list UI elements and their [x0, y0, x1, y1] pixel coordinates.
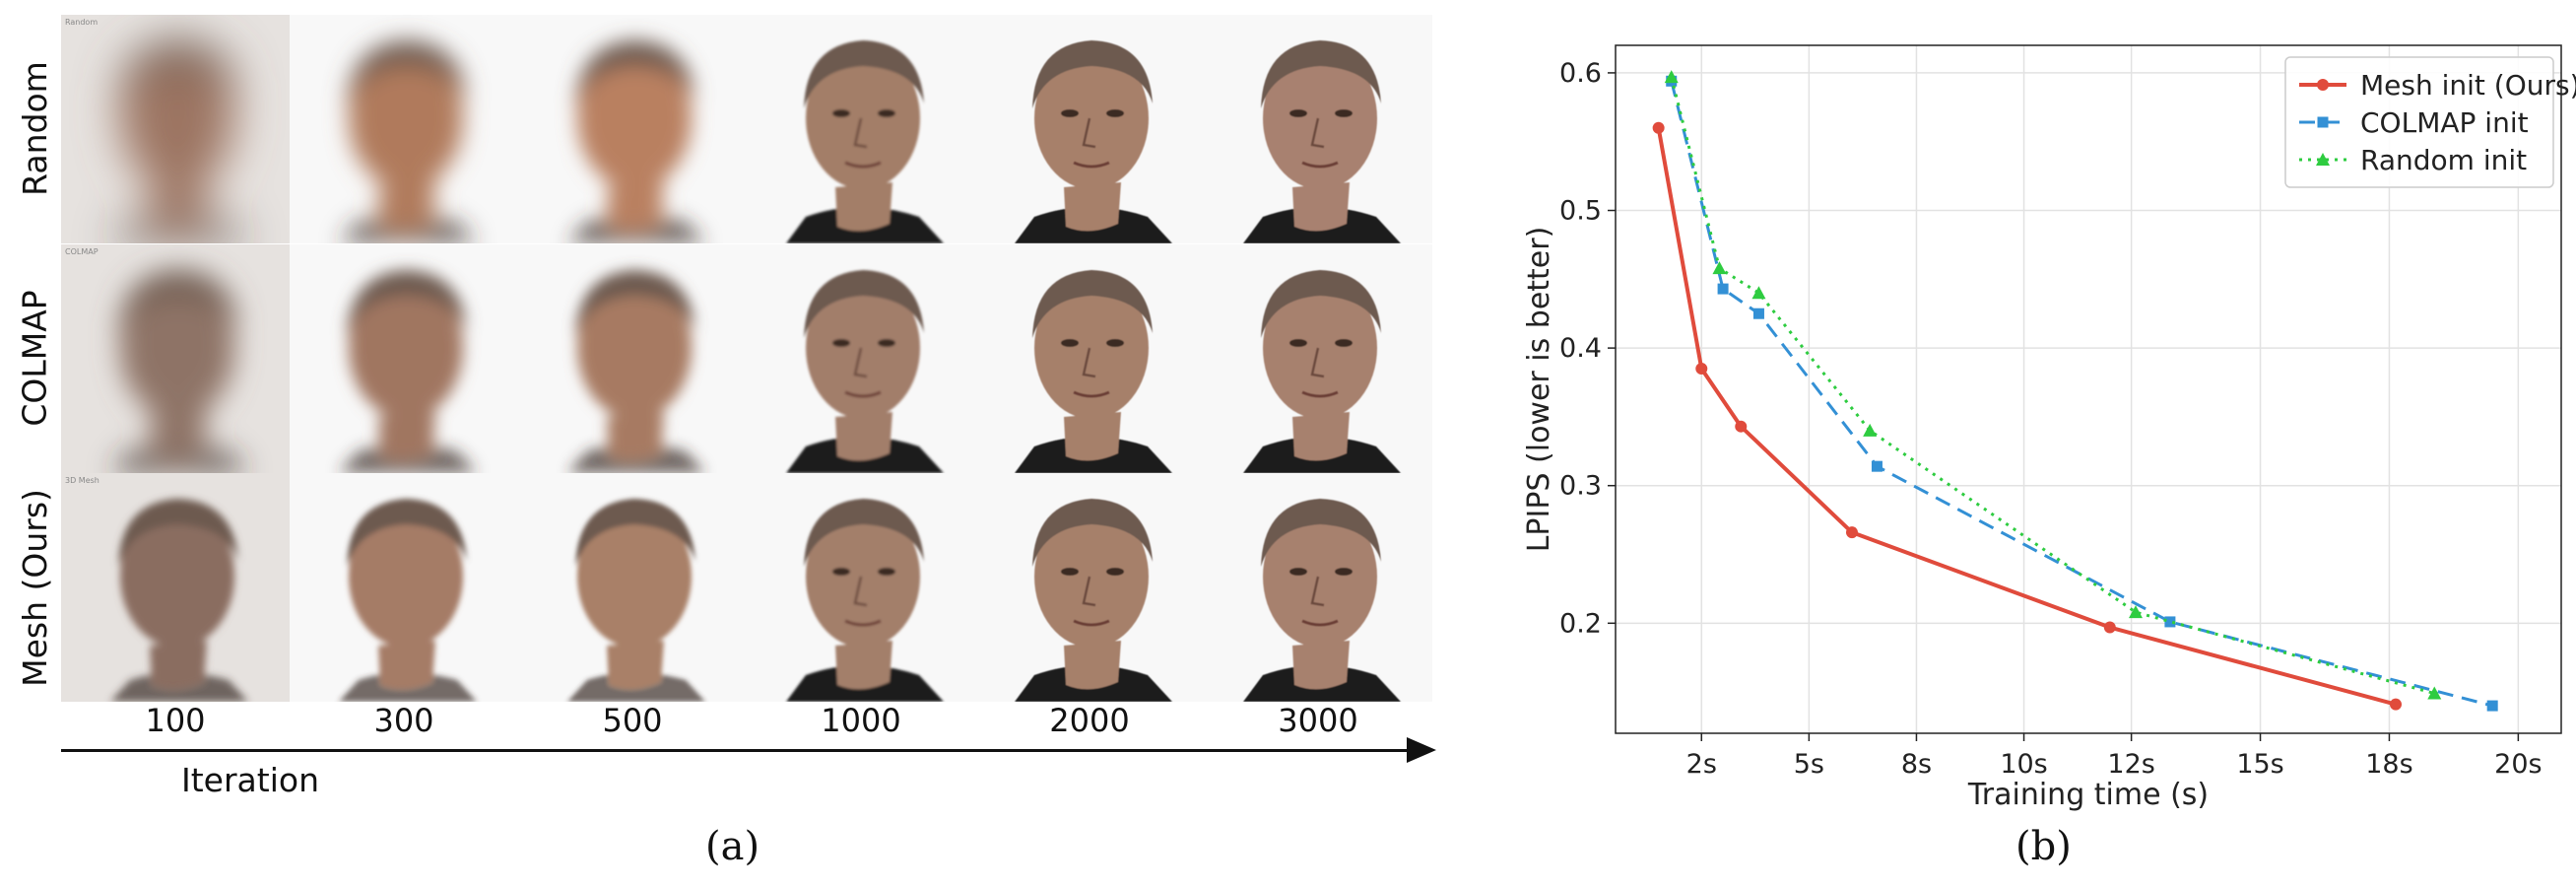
render-colmap-3000: [1204, 244, 1432, 473]
x-axis-label: Training time (s): [1967, 778, 2209, 812]
series-1-point-3: [1871, 460, 1882, 472]
caption-a: (a): [705, 824, 760, 869]
legend-marker-0: [2317, 79, 2329, 91]
legend-box: [2284, 56, 2554, 188]
y-tick-label-0: 0.2: [1559, 608, 1602, 639]
render-mesh-2000: [975, 473, 1204, 702]
series-2-point-0: [1664, 70, 1679, 84]
iteration-label-1000: 1000: [821, 702, 901, 739]
row-label-colmap: COLMAP: [15, 289, 54, 427]
render-mesh-300: [290, 473, 518, 702]
render-mesh-100: 3D Mesh: [61, 473, 290, 702]
iteration-label-100: 100: [145, 702, 206, 739]
x-tick-label-6: 18s: [2365, 749, 2412, 780]
series-2-point-3: [1863, 423, 1878, 437]
render-colmap-100: COLMAP: [61, 244, 290, 473]
render-mesh-1000: [747, 473, 975, 702]
iteration-label-300: 300: [373, 702, 434, 739]
y-tick-label-1: 0.3: [1559, 471, 1602, 502]
render-colmap-1000: [747, 244, 975, 473]
x-tick-label-2: 8s: [1901, 749, 1932, 780]
series-2-point-5: [2427, 686, 2442, 700]
series-0-point-4: [2103, 621, 2116, 634]
series-0-point-3: [1846, 526, 1858, 539]
lpips-line-chart: 0.2 0.3 0.4 0.5 0.6 2s 5s 8s 10s 12s 15s 18s 20s Tra…: [1522, 44, 2576, 812]
chart-grid: [1616, 45, 2561, 733]
x-tick-label-1: 5s: [1794, 749, 1824, 780]
legend-marker-1: [2317, 116, 2329, 128]
series-1-point-4: [2164, 616, 2176, 628]
row-label-mesh: Mesh (Ours): [15, 488, 54, 687]
series-0-point-5: [2390, 698, 2402, 711]
render-tag-colmap: COLMAP: [65, 247, 99, 256]
series-line-0: [1656, 127, 2397, 707]
iteration-label-3000: 3000: [1278, 702, 1358, 739]
render-mesh-3000: [1204, 473, 1432, 702]
series-0-point-2: [1735, 420, 1748, 433]
x-tick-label-0: 2s: [1686, 749, 1717, 780]
series-1-point-5: [2486, 700, 2498, 712]
series-1-point-1: [1717, 283, 1729, 295]
iteration-axis-arrowhead: [1407, 737, 1436, 763]
y-tick-label-3: 0.5: [1559, 196, 1602, 227]
row-label-random: Random: [15, 60, 54, 196]
legend-label-2: Random init: [2360, 144, 2527, 176]
render-random-300: [290, 15, 518, 243]
series-2-point-4: [2129, 605, 2143, 619]
y-tick-label-4: 0.6: [1559, 58, 1602, 89]
series-2-point-2: [1751, 286, 1766, 300]
legend-label-1: COLMAP init: [2360, 106, 2529, 139]
legend-label-0: Mesh init (Ours): [2360, 69, 2576, 102]
render-colmap-300: [290, 244, 518, 473]
y-tick-label-2: 0.4: [1559, 333, 1602, 364]
render-colmap-2000: [975, 244, 1204, 473]
x-tick-label-5: 15s: [2236, 749, 2283, 780]
chart-legend: Mesh init (Ours) COLMAP init Random init: [2284, 56, 2576, 188]
render-random-1000: [747, 15, 975, 243]
render-tag-mesh: 3D Mesh: [65, 476, 99, 485]
render-random-100: Random: [61, 15, 290, 243]
render-random-500: [518, 15, 747, 243]
render-colmap-500: [518, 244, 747, 473]
series-2-point-1: [1712, 261, 1727, 275]
iteration-label-500: 500: [602, 702, 663, 739]
render-random-3000: [1204, 15, 1432, 243]
series-1-point-2: [1752, 308, 1764, 319]
panel-a-image-grid: Random COLMAP Mesh (Ours) Random COLMAP 3D…: [15, 15, 1436, 869]
render-mesh-500: [518, 473, 747, 702]
y-axis-label: LPIPS (lower is better): [1522, 227, 1556, 553]
series-0-point-0: [1652, 121, 1665, 134]
render-random-2000: [975, 15, 1204, 243]
x-tick-label-4: 12s: [2107, 749, 2154, 780]
x-tick-label-7: 20s: [2494, 749, 2542, 780]
series-0-point-1: [1695, 363, 1708, 376]
caption-b: (b): [2015, 824, 2072, 869]
render-tag-random: Random: [65, 18, 98, 27]
iteration-axis-line: [61, 749, 1409, 752]
plot-frame: [1615, 44, 2562, 734]
iteration-label-2000: 2000: [1049, 702, 1130, 739]
iteration-axis-label: Iteration: [181, 761, 319, 799]
x-tick-label-3: 10s: [2000, 749, 2047, 780]
legend-marker-2: [2316, 153, 2330, 166]
